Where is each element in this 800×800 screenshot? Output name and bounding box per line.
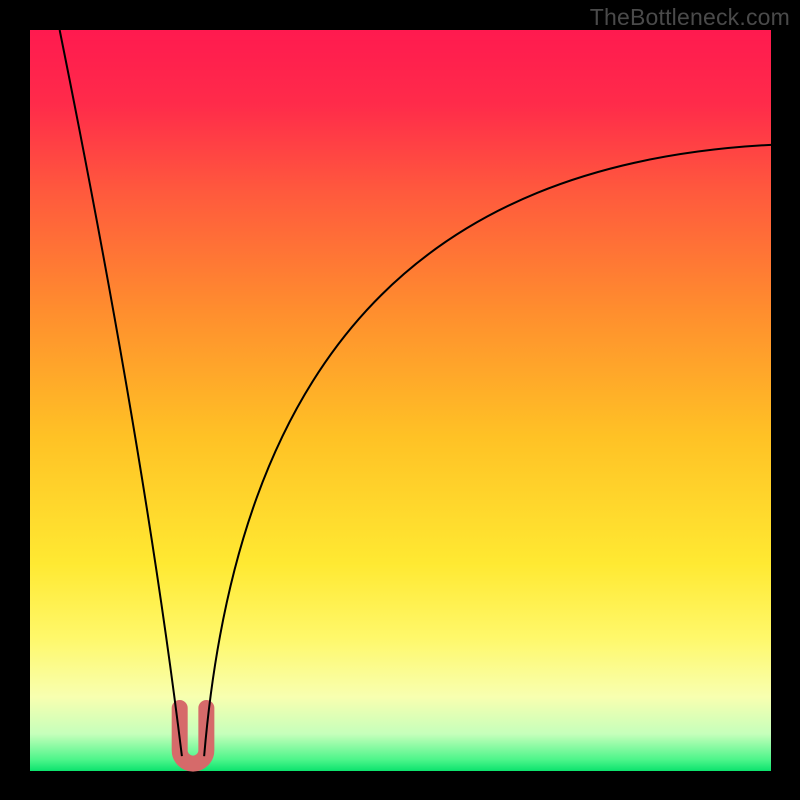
- gradient-background: [30, 30, 771, 771]
- chart-stage: TheBottleneck.com: [0, 0, 800, 800]
- watermark-text: TheBottleneck.com: [590, 4, 790, 31]
- bottleneck-chart: [0, 0, 800, 800]
